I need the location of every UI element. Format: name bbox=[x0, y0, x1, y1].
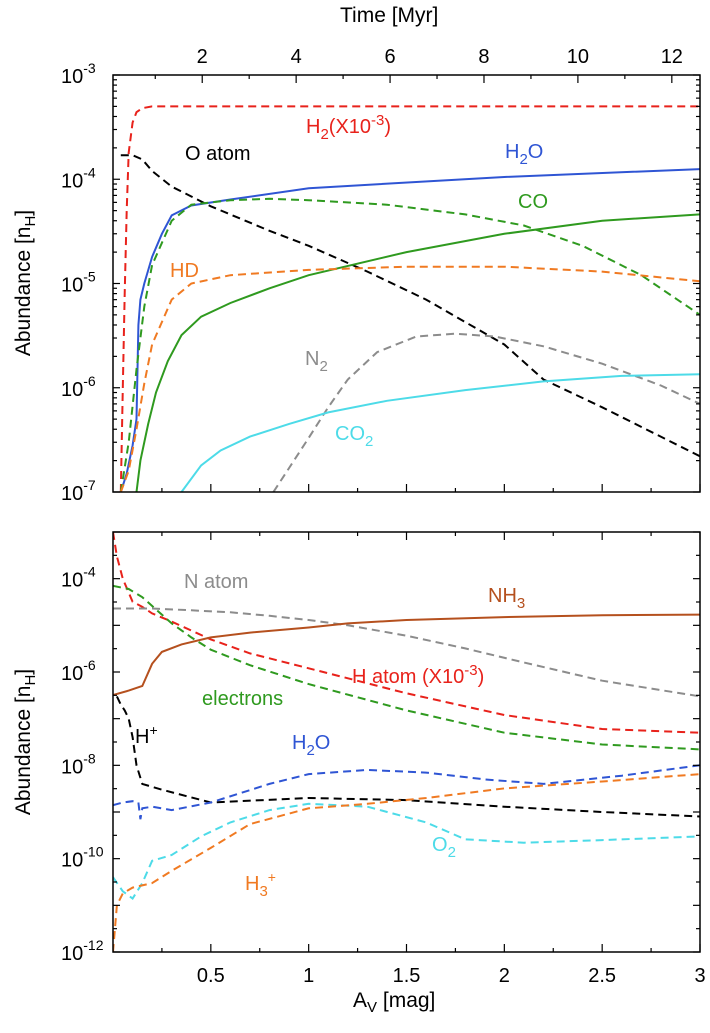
bottom-series-n-atom bbox=[113, 607, 700, 698]
top-series-co2 bbox=[180, 373, 700, 492]
label-n-atom: N atom bbox=[184, 571, 248, 593]
label-h2o: H2O bbox=[505, 141, 543, 168]
top-plot-frame bbox=[112, 74, 701, 493]
bottom-series-h3- bbox=[113, 773, 700, 952]
top-series-h2o bbox=[119, 168, 700, 492]
top-series-co bbox=[135, 213, 700, 492]
top-series-n2 bbox=[272, 332, 700, 492]
bottom-y-tick-label: 10-6 bbox=[61, 657, 96, 685]
top-x-tick-label: 8 bbox=[478, 46, 489, 68]
top-panel: 10-710-610-510-410-3 2 4 6 8 10 12 Time [Myr] … bbox=[12, 4, 701, 505]
bottom-x-tick-label: 3 bbox=[694, 965, 705, 987]
top-y-axis-label: Abundance [nH] bbox=[12, 210, 39, 356]
bottom-plot-frame bbox=[112, 531, 701, 953]
label-n2: N2 bbox=[305, 348, 328, 375]
bottom-y-tick-label: 10-4 bbox=[61, 564, 96, 592]
bottom-series-h-atom-x10-3- bbox=[113, 532, 700, 734]
label-hd: HD bbox=[170, 260, 199, 282]
top-series-hd bbox=[119, 265, 700, 492]
label-nh3: NH3 bbox=[488, 585, 525, 612]
label-electrons: electrons bbox=[202, 688, 283, 710]
top-x-tick-label: 10 bbox=[567, 46, 589, 68]
top-x-tick-label: 2 bbox=[197, 46, 208, 68]
top-x-tick-label: 12 bbox=[661, 46, 683, 68]
top-x-tick-label: 6 bbox=[385, 46, 396, 68]
top-series-h2-x10-3- bbox=[119, 105, 700, 492]
bottom-panel: 10-12 10-10 10-8 10-6 10-4 0.5 1 1.5 2 2.5 3 Abund… bbox=[12, 531, 706, 1016]
bottom-y-tick-label: 10-10 bbox=[61, 844, 104, 872]
label-o2: O2 bbox=[432, 834, 456, 861]
top-y-tick-label: 10-7 bbox=[61, 477, 96, 505]
label-o-atom: O atom bbox=[185, 143, 251, 165]
bottom-series-electrons bbox=[113, 584, 700, 751]
top-x-tick-label: 4 bbox=[291, 46, 302, 68]
top-series-co-dashed bbox=[119, 197, 700, 492]
top-y-tick-label: 10-4 bbox=[61, 164, 96, 192]
bottom-series-h2o bbox=[113, 764, 700, 820]
label-co: CO bbox=[518, 191, 548, 213]
top-x-axis-label: Time [Myr] bbox=[340, 4, 438, 27]
bottom-series-nh3 bbox=[113, 613, 700, 697]
bottom-y-axis-label: Abundance [nH] bbox=[12, 669, 39, 815]
label-co2: CO2 bbox=[335, 423, 373, 450]
bottom-y-tick-label: 10-12 bbox=[61, 937, 104, 965]
bottom-x-tick-label: 2.5 bbox=[588, 965, 616, 987]
label-h2: H2(X10-3) bbox=[306, 112, 391, 143]
label-h2o-bottom: H2O bbox=[292, 732, 330, 759]
top-series-o-atom bbox=[120, 154, 700, 458]
bottom-y-tick-label: 10-8 bbox=[61, 750, 96, 778]
top-y-tick-label: 10-3 bbox=[61, 60, 96, 88]
bottom-series-o2 bbox=[113, 802, 700, 900]
bottom-x-tick-label: 2 bbox=[499, 965, 510, 987]
bottom-series-h- bbox=[115, 695, 700, 818]
bottom-x-tick-label: 1.5 bbox=[393, 965, 421, 987]
label-h-atom: H atom (X10-3) bbox=[352, 662, 484, 688]
bottom-x-axis-label: AV [mag] bbox=[353, 989, 435, 1016]
bottom-x-tick-label: 1 bbox=[303, 965, 314, 987]
top-y-tick-label: 10-6 bbox=[61, 373, 96, 401]
bottom-x-tick-label: 0.5 bbox=[197, 965, 225, 987]
top-y-tick-label: 10-5 bbox=[61, 269, 96, 297]
label-h-plus: H+ bbox=[135, 722, 158, 748]
label-h3-plus: H3+ bbox=[245, 869, 276, 900]
